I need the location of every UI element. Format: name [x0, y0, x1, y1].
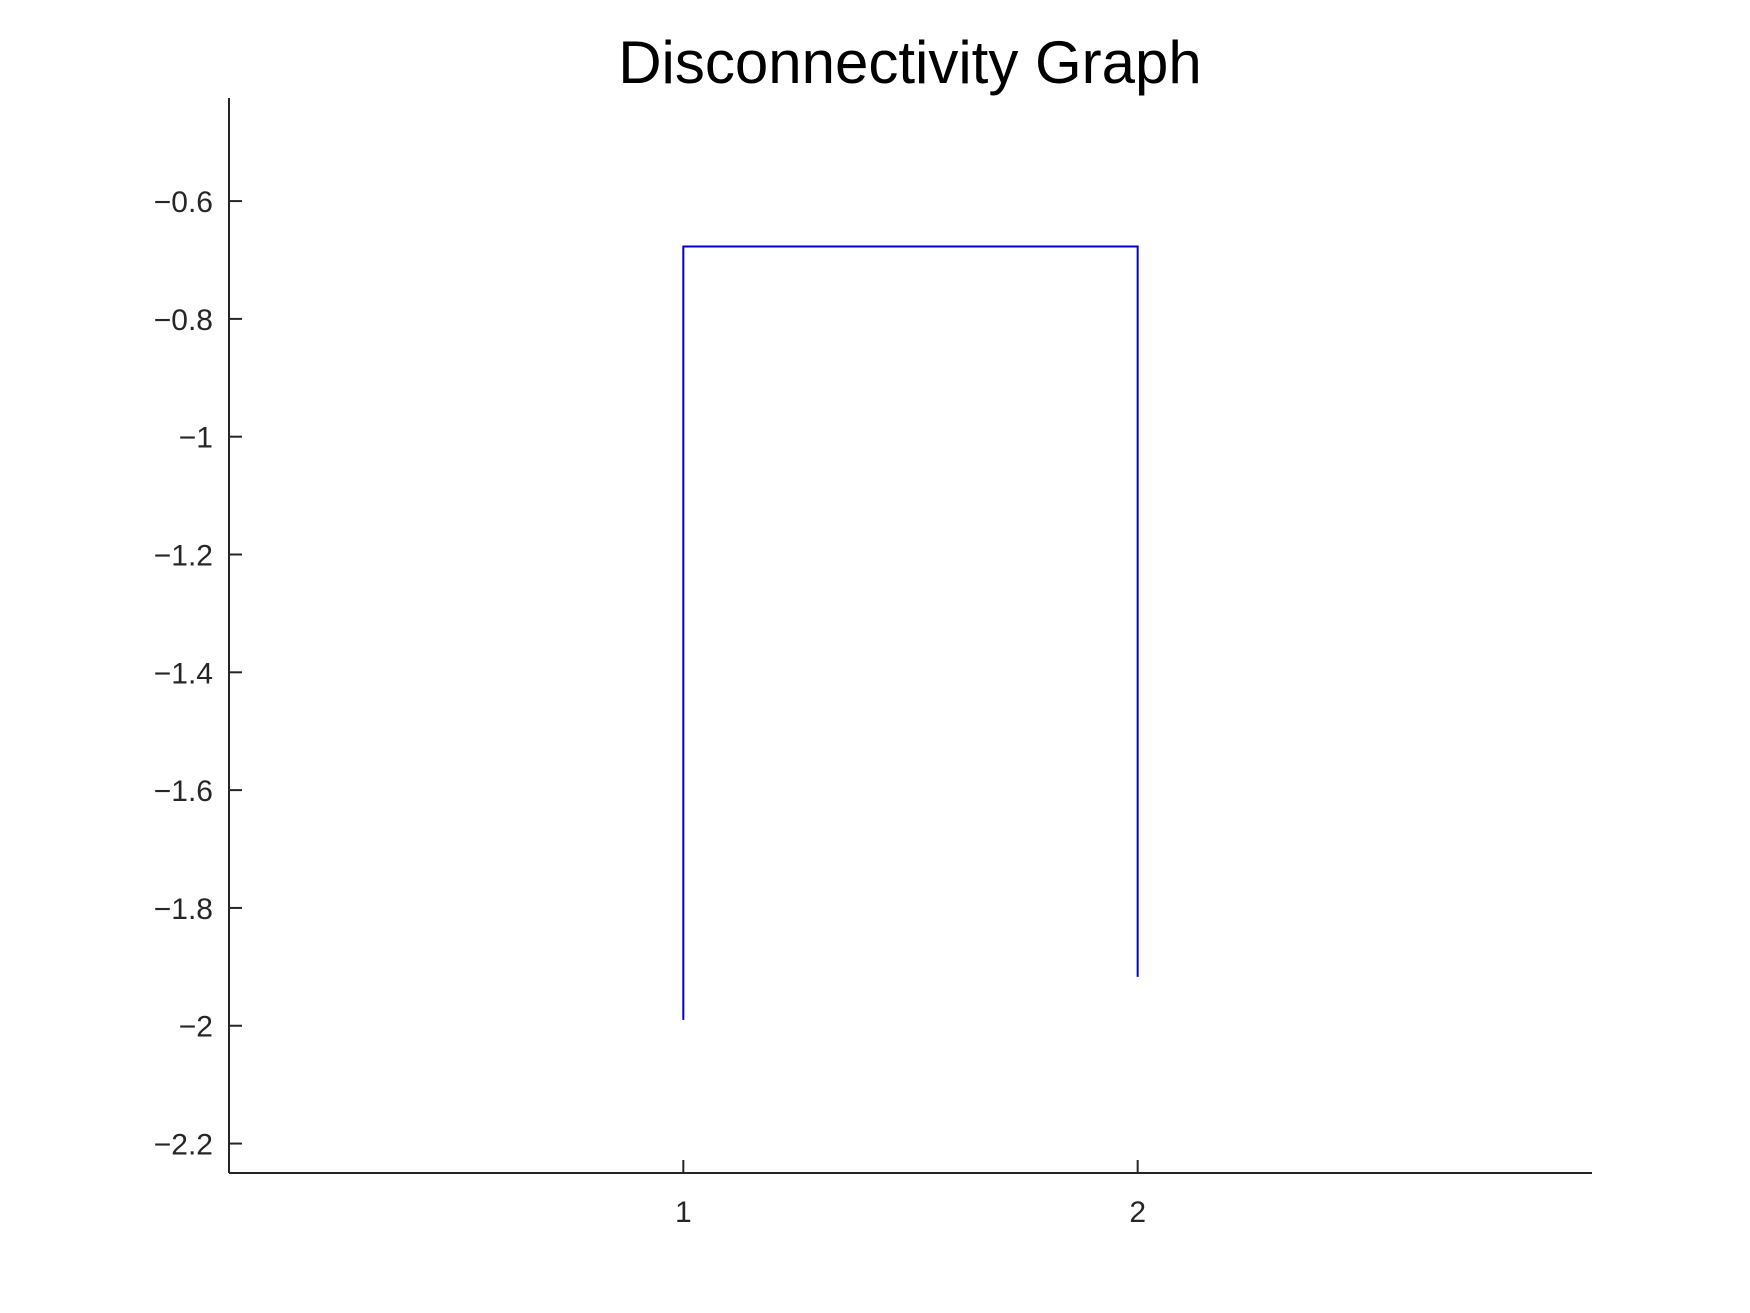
y-tick-label: −1: [179, 422, 213, 455]
tree-branch-line: [682, 245, 1139, 1020]
disconnectivity-tree: [682, 245, 1139, 1020]
y-ticks: −2.2 −2 −1.8 −1.6 −1.4 −1.2 −1 −0.8 −0.6: [154, 186, 242, 1162]
y-tick-label: −2: [179, 1011, 213, 1044]
y-tick-label: −1.2: [154, 540, 213, 573]
y-tick-label: −2.2: [154, 1129, 213, 1162]
y-tick-label: −0.6: [154, 186, 213, 219]
y-tick-label: −1.4: [154, 657, 213, 690]
x-tick-label: 1: [675, 1196, 692, 1229]
axes: [228, 98, 1592, 1174]
chart-title: Disconnectivity Graph: [618, 29, 1202, 96]
x-tick-label: 2: [1129, 1196, 1146, 1229]
y-tick-label: −1.8: [154, 893, 213, 926]
y-tick-label: −0.8: [154, 304, 213, 337]
y-tick-label: −1.6: [154, 775, 213, 808]
